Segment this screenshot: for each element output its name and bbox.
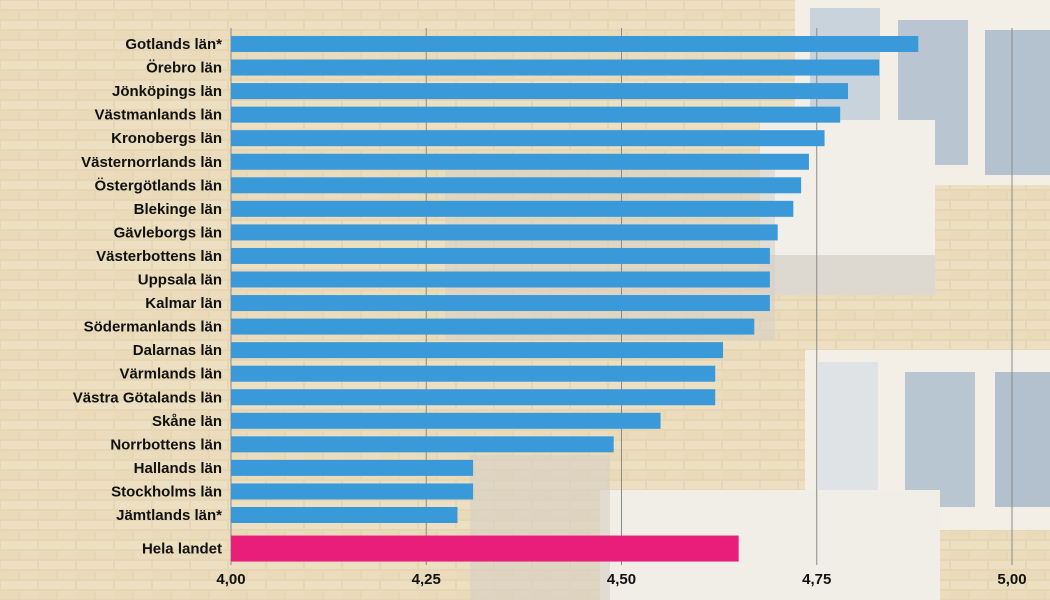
x-axis-ticks: 4,00 4,25 4,50 4,75 5,00 — [216, 571, 1026, 588]
category-label: Dalarnas län — [133, 342, 222, 359]
bar-highlight — [231, 535, 739, 562]
bar — [231, 153, 809, 170]
x-tick-label: 4,75 — [802, 571, 831, 588]
category-label: Stockholms län — [111, 483, 222, 500]
bar — [231, 389, 716, 406]
x-tick-label: 4,25 — [412, 571, 441, 588]
category-label: Blekinge län — [134, 201, 222, 218]
bar — [231, 200, 794, 217]
bar — [231, 36, 919, 52]
x-tick-label: 4,50 — [607, 571, 636, 588]
bar — [231, 130, 825, 147]
category-label: Södermanlands län — [84, 319, 222, 336]
category-label: Uppsala län — [138, 272, 222, 289]
category-label: Hela landet — [142, 541, 222, 558]
category-labels: Gotlands län* Örebro län Jönköpings län Väs… — [73, 36, 222, 558]
category-label: Norrbottens län — [110, 436, 222, 453]
category-label: Värmlands län — [119, 366, 222, 383]
category-label: Jämtlands län* — [116, 507, 222, 524]
category-label: Västmanlands län — [94, 107, 222, 124]
bar — [231, 247, 770, 264]
x-tick-label: 5,00 — [997, 571, 1026, 588]
bar — [231, 271, 770, 288]
bar — [231, 483, 474, 500]
bar — [231, 224, 778, 241]
bar — [231, 177, 802, 194]
bars — [231, 36, 919, 562]
bar — [231, 412, 661, 429]
category-label: Västernorrlands län — [81, 154, 222, 171]
bar — [231, 459, 474, 476]
category-label: Östergötlands län — [94, 177, 222, 194]
bar — [231, 106, 841, 123]
category-label: Kalmar län — [145, 295, 222, 312]
category-label: Gävleborgs län — [114, 224, 222, 241]
category-label: Västra Götalands län — [73, 389, 222, 406]
category-label: Skåne län — [152, 413, 222, 430]
bar — [231, 59, 880, 76]
category-label: Hallands län — [134, 460, 222, 477]
bar — [231, 436, 614, 453]
category-label: Jönköpings län — [112, 83, 222, 100]
bar — [231, 507, 458, 523]
category-label: Örebro län — [146, 60, 222, 77]
bar — [231, 318, 755, 335]
x-tick-label: 4,00 — [216, 571, 245, 588]
bar — [231, 342, 724, 359]
bar — [231, 365, 716, 382]
bar — [231, 295, 770, 312]
category-label: Gotlands län* — [125, 36, 222, 53]
category-label: Västerbottens län — [96, 248, 222, 265]
category-label: Kronobergs län — [111, 130, 222, 147]
bar — [231, 83, 848, 100]
